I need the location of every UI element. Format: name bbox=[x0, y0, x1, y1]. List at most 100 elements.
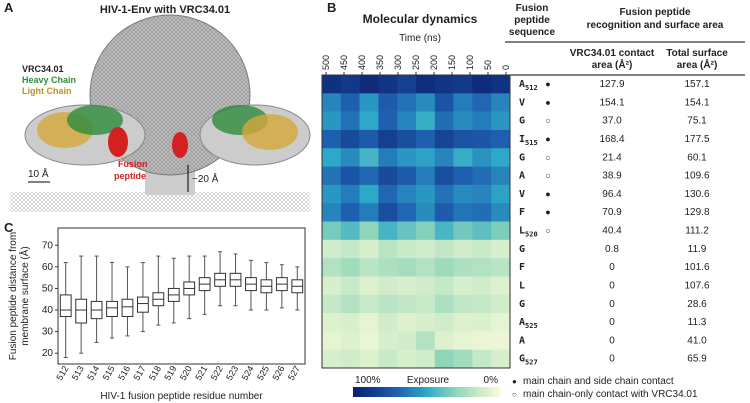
heat-cell bbox=[340, 313, 360, 332]
contact-area: 0 bbox=[609, 317, 615, 328]
heat-cell bbox=[322, 93, 342, 112]
heat-cell bbox=[378, 148, 398, 167]
contact-symbol: ○ bbox=[545, 152, 550, 162]
heat-cell bbox=[434, 294, 454, 314]
contact-area: 21.4 bbox=[602, 152, 622, 163]
heat-cell bbox=[453, 129, 473, 149]
heat-cell bbox=[416, 258, 436, 277]
heat-cell bbox=[397, 203, 417, 222]
residue: G bbox=[519, 152, 525, 163]
heat-cell bbox=[322, 203, 342, 222]
time-tick-label: 400 bbox=[357, 55, 367, 70]
heat-cell bbox=[340, 239, 360, 259]
y-axis-title: membrane surface (Å) bbox=[18, 246, 31, 345]
residue-letter: L bbox=[519, 280, 525, 291]
heat-cell bbox=[453, 221, 473, 241]
heat-cell bbox=[416, 129, 436, 149]
distance-label: ~20 Å bbox=[192, 172, 219, 185]
heat-cell bbox=[491, 331, 511, 350]
structure-drawing bbox=[10, 14, 311, 212]
residue-letter: A bbox=[519, 317, 525, 328]
residue-letter: F bbox=[519, 207, 525, 218]
heat-cell bbox=[453, 258, 473, 277]
heat-cell bbox=[453, 148, 473, 167]
heat-cell bbox=[378, 203, 398, 222]
heat-cell bbox=[434, 258, 454, 277]
contact-area: 0 bbox=[609, 262, 615, 273]
legend-symbol: ○ bbox=[512, 390, 517, 399]
heat-cell bbox=[472, 331, 492, 350]
heat-cell bbox=[416, 148, 436, 167]
heat-cell bbox=[453, 276, 473, 296]
y-tick-label: 30 bbox=[42, 327, 54, 338]
legend-symbol: ● bbox=[512, 377, 517, 386]
residue: G527 bbox=[519, 354, 538, 367]
residue-index: 515 bbox=[525, 139, 538, 147]
heat-cell bbox=[416, 239, 436, 259]
contact-area: 0 bbox=[609, 280, 615, 291]
heat-cell bbox=[472, 184, 492, 204]
total-area: 107.6 bbox=[684, 280, 709, 291]
heat-cell bbox=[472, 93, 492, 112]
contact-area: 0 bbox=[609, 335, 615, 346]
heat-cell bbox=[322, 349, 342, 369]
heat-cell bbox=[434, 166, 454, 186]
heat-cell bbox=[322, 75, 342, 94]
total-area: 130.6 bbox=[684, 189, 709, 200]
contact-symbol: ● bbox=[545, 97, 550, 107]
heat-cell bbox=[359, 111, 379, 131]
heat-cell bbox=[472, 166, 492, 186]
heat-cell bbox=[359, 203, 379, 222]
x-tick-label: 520 bbox=[178, 364, 194, 382]
heat-cell bbox=[359, 93, 379, 112]
residue-index: 512 bbox=[525, 84, 538, 92]
residue: A525 bbox=[519, 317, 538, 330]
heat-cell bbox=[322, 331, 342, 350]
x-tick-label: 521 bbox=[193, 364, 209, 382]
contact-symbol: ○ bbox=[545, 171, 550, 181]
heat-cell bbox=[378, 331, 398, 350]
heat-cell bbox=[434, 331, 454, 350]
time-tick-label: 300 bbox=[393, 55, 403, 70]
contact-area: 96.4 bbox=[602, 189, 622, 200]
heat-cell bbox=[359, 276, 379, 296]
residue-letter: G bbox=[519, 116, 525, 127]
residue: G bbox=[519, 299, 525, 310]
heat-cell bbox=[359, 166, 379, 186]
contact-symbol: ● bbox=[545, 189, 550, 199]
heat-cell bbox=[322, 148, 342, 167]
residue: V bbox=[519, 97, 525, 108]
time-tick-label: 250 bbox=[411, 55, 421, 70]
heat-cell bbox=[378, 294, 398, 314]
heat-cell bbox=[434, 349, 454, 369]
residue: L520 bbox=[519, 226, 538, 239]
residue-letter: G bbox=[519, 299, 525, 310]
heat-cell bbox=[378, 93, 398, 112]
heat-cell bbox=[472, 148, 492, 167]
contact-area: 0.8 bbox=[605, 244, 619, 255]
y-tick-label: 40 bbox=[42, 305, 54, 316]
residue-letter: I bbox=[519, 134, 525, 145]
heat-cell bbox=[434, 239, 454, 259]
box bbox=[137, 296, 149, 313]
heat-cell bbox=[416, 349, 436, 369]
heat-cell bbox=[359, 148, 379, 167]
total-area: 28.6 bbox=[687, 299, 707, 310]
heat-cell bbox=[434, 184, 454, 204]
panel-label: B bbox=[327, 0, 336, 15]
heat-cell bbox=[359, 258, 379, 277]
total-area: 11.9 bbox=[688, 244, 707, 255]
heat-cell bbox=[491, 221, 511, 241]
table-header: area (Å²) bbox=[677, 58, 718, 71]
heat-cell bbox=[434, 313, 454, 332]
heat-cell bbox=[340, 331, 360, 350]
heat-cell bbox=[491, 276, 511, 296]
residue: F bbox=[519, 207, 525, 218]
heat-cell bbox=[322, 184, 342, 204]
heat-cell bbox=[378, 239, 398, 259]
heat-cell bbox=[340, 111, 360, 131]
contact-symbol: ○ bbox=[545, 116, 550, 126]
heat-cell bbox=[340, 75, 360, 94]
total-area: 109.6 bbox=[684, 171, 709, 182]
heat-cell bbox=[397, 221, 417, 241]
